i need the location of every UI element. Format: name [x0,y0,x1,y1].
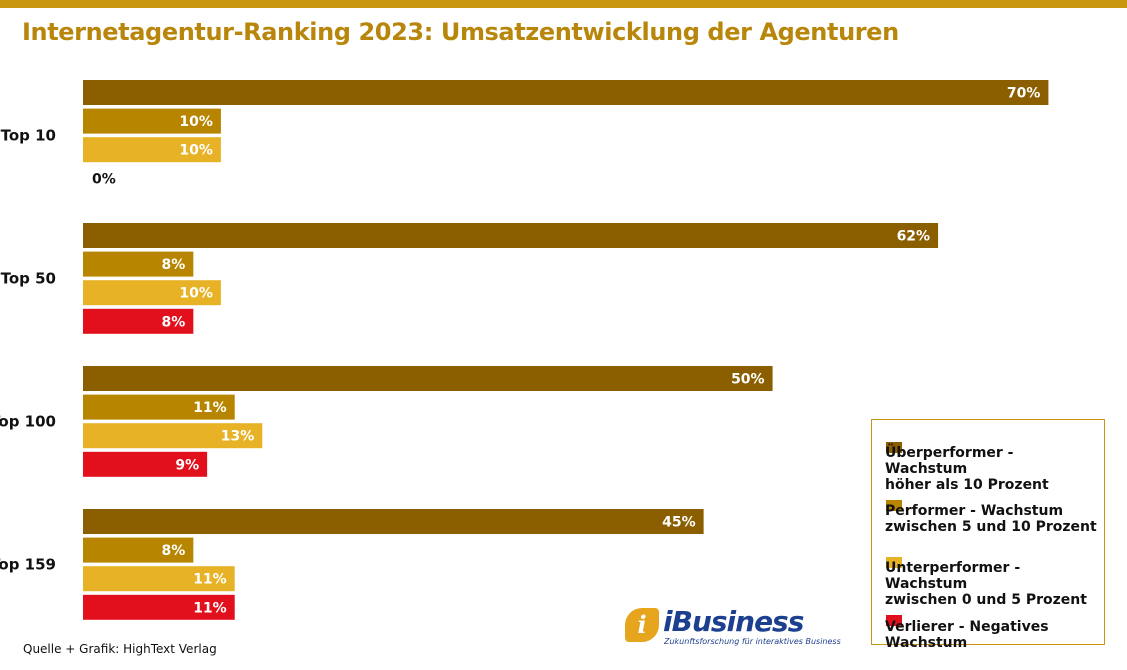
bar-top-159-series-1 [83,509,704,534]
bar-top-10-series-1 [83,80,1049,105]
data-label-top-10-series-2: 10% [179,114,213,130]
logo-tagline: Zukunftsforschung für interaktives Busin… [664,637,841,646]
data-label-top-159-series-2: 8% [162,543,186,559]
category-label-top-100: Top 100 [0,412,56,430]
legend-swatch-unterperformer [886,557,902,568]
category-label-top-10: Top 10 [1,126,56,144]
data-label-top-50-series-4: 8% [162,314,186,330]
bar-top-50-series-2 [83,251,194,277]
legend-swatch-performer [886,500,902,511]
ibusiness-logo: i iBusiness Zukunftsforschung für intera… [625,605,841,650]
data-label-top-10-series-4: 0% [92,171,116,187]
bar-top-100-series-1 [83,366,773,391]
data-label-top-50-series-2: 8% [162,257,186,273]
chart-title: Internetagentur-Ranking 2023: Umsatzentw… [22,18,899,46]
legend-label-ueberperformer-line1: Überperformer - Wachstum [885,445,1014,477]
top-accent-rule [0,0,1127,8]
legend-swatch-verlierer [886,615,902,626]
bar-top-10-series-2 [83,108,221,134]
legend-label-performer-line2: zwischen 5 und 10 Prozent [885,519,1097,535]
bar-top-50-series-4 [83,308,194,334]
category-label-top-159: Top 159 [0,555,56,573]
category-label-top-50: Top 50 [1,269,56,287]
bar-top-50-series-1 [83,223,939,248]
source-note: Quelle + Grafik: HighText Verlag [23,642,217,656]
legend-swatch-ueberperformer [886,442,902,453]
bar-top-159-series-3 [83,566,235,592]
data-label-top-159-series-3: 11% [193,572,227,588]
bar-top-10-series-3 [83,137,221,163]
legend-label-verlierer-line1: Verlierer - Negatives Wachstum [885,619,1049,651]
data-label-top-100-series-3: 13% [221,429,255,445]
logo-badge-icon: i [625,608,659,642]
bar-top-100-series-3 [83,423,263,449]
legend-label-ueberperformer-line2: höher als 10 Prozent [885,477,1049,493]
legend-label-unterperformer-line2: zwischen 0 und 5 Prozent [885,592,1087,608]
data-label-top-10-series-3: 10% [179,143,213,159]
bar-top-159-series-2 [83,537,194,563]
bar-top-159-series-4 [83,594,235,620]
data-label-top-159-series-1: 45% [662,515,696,531]
chart-legend: Überperformer - Wachstum höher als 10 Pr… [871,419,1105,651]
bar-top-100-series-2 [83,394,235,420]
data-label-top-50-series-1: 62% [897,229,931,245]
legend-label-performer-line1: Performer - Wachstum [885,503,1064,519]
data-label-top-159-series-4: 11% [193,600,227,616]
data-label-top-100-series-4: 9% [175,457,199,473]
legend-label-unterperformer-line1: Unterperformer - Wachstum [885,560,1021,592]
data-label-top-50-series-3: 10% [179,286,213,302]
bar-top-50-series-3 [83,280,221,306]
bar-top-100-series-4 [83,451,208,477]
logo-badge-glyph: i [637,610,647,639]
data-label-top-100-series-1: 50% [731,372,765,388]
data-label-top-10-series-1: 70% [1007,86,1041,102]
data-label-top-100-series-2: 11% [193,400,227,416]
logo-wordmark: iBusiness [663,605,804,638]
